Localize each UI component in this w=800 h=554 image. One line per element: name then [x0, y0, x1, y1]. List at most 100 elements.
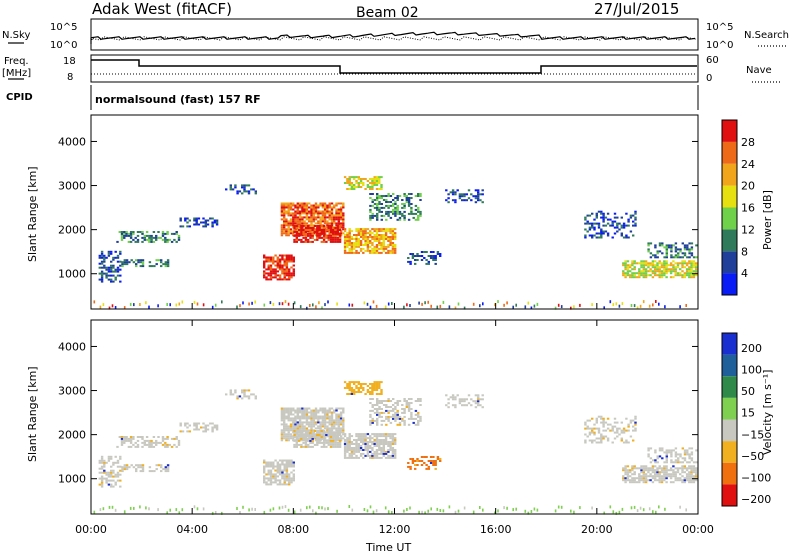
power-cell-1567	[622, 226, 626, 229]
power-cell-119	[148, 240, 151, 243]
power-cell-612	[335, 224, 338, 227]
power-cell-423	[303, 210, 306, 213]
power-cell-1244	[369, 214, 372, 217]
velocity-cell-425	[303, 411, 306, 414]
power-cell-1853	[677, 252, 680, 255]
velocity-cell-1586	[634, 427, 637, 430]
velocity-cell-798	[336, 434, 339, 436]
power-cell-1291	[385, 218, 388, 221]
velocity-cell-1872	[688, 455, 691, 458]
velocity-cell-1035	[364, 437, 367, 440]
power-cell-1652	[642, 264, 645, 267]
velocity-cell-1481	[584, 441, 587, 444]
power-cell-1335	[398, 218, 402, 221]
velocity-cell-72	[119, 473, 122, 476]
power-cell-1779	[688, 262, 691, 265]
velocity-clutter-cell	[351, 508, 354, 512]
power-cell-1832	[665, 248, 668, 251]
power-cell-279	[280, 204, 284, 207]
velocity-cell-953	[346, 449, 349, 451]
velocity-cell-1787	[690, 469, 693, 472]
velocity-cell-1011	[359, 449, 363, 451]
velocity-cell-1714	[663, 467, 666, 470]
velocity-cell-619	[335, 413, 338, 416]
power-cell-201	[121, 261, 124, 264]
velocity-cell-1000	[357, 450, 360, 453]
velocity-cell-1016	[359, 437, 363, 440]
velocity-cell-1663	[647, 479, 650, 482]
velocity-cell-270	[280, 433, 284, 436]
power-cell-679	[297, 234, 301, 237]
power-cell-699	[304, 234, 308, 237]
velocity-cell-1569	[622, 427, 626, 430]
velocity-cell-308	[285, 409, 288, 412]
velocity-cell-267	[280, 439, 284, 442]
power-cell-503	[317, 220, 320, 223]
power-cell-150	[170, 232, 174, 235]
velocity-cell-1567	[622, 431, 626, 434]
velocity-cell-621	[335, 407, 338, 410]
power-cell-420	[303, 220, 306, 223]
power-cell-16	[100, 254, 104, 257]
power-cell-1833	[665, 246, 668, 249]
velocity-clutter-cell	[299, 508, 302, 512]
power-cell-261	[247, 190, 251, 193]
velocity-cell-1320	[394, 415, 397, 418]
velocity-cell-1633	[638, 481, 641, 484]
velocity-clutter-cell	[664, 507, 666, 511]
power-cell-664	[293, 238, 296, 241]
velocity-cell-900	[283, 459, 286, 462]
velocity-cell-251	[241, 397, 244, 400]
velocity-cell-1574	[627, 441, 630, 444]
velocity-clutter-cell	[391, 511, 393, 514]
power-cell-1876	[690, 252, 694, 255]
power-cell-80	[120, 236, 124, 239]
power-cell-286	[283, 222, 286, 225]
power-clutter-cell	[439, 304, 442, 308]
power-cell-248	[236, 192, 239, 195]
power-cell-565	[326, 206, 329, 209]
velocity-cell-1674	[651, 477, 655, 480]
power-cell-1686	[654, 260, 657, 263]
power-cell-484	[314, 234, 318, 237]
velocity-cell-1423	[432, 464, 435, 466]
power-colorbar-tick-0: 4	[741, 267, 748, 280]
velocity-cell-59	[114, 475, 117, 478]
power-cell-1701	[660, 276, 664, 279]
velocity-cell-1397	[409, 465, 412, 468]
power-cell-492	[314, 210, 318, 213]
velocity-cell-1436	[445, 394, 448, 397]
power-cell-1359	[407, 212, 411, 215]
velocity-cell-648	[339, 411, 343, 414]
velocity-cell-1217	[371, 391, 374, 393]
power-cell-1007	[357, 230, 360, 233]
velocity-cell-1515	[597, 431, 601, 434]
velocity-colorbar-segment-5	[722, 441, 737, 463]
velocity-cell-20	[103, 471, 106, 474]
power-cell-118	[145, 231, 149, 233]
velocity-clutter-cell	[148, 507, 150, 511]
power-cell-902	[285, 274, 289, 277]
velocity-cell-842	[269, 469, 273, 472]
velocity-cell-351	[292, 407, 295, 410]
velocity-cell-1781	[690, 481, 693, 484]
power-cell-48	[110, 252, 113, 255]
velocity-cell-1060	[371, 449, 374, 451]
power-cell-377	[296, 210, 299, 213]
velocity-cell-1585	[634, 429, 637, 432]
power-cell-1570	[625, 236, 628, 239]
power-cell-1182	[350, 186, 354, 188]
power-cell-1625	[633, 272, 636, 275]
power-cell-551	[323, 206, 327, 209]
velocity-clutter-cell	[652, 510, 654, 514]
velocity-clutter-cell	[114, 508, 117, 512]
velocity-cell-579	[328, 411, 331, 414]
power-cell-378	[296, 208, 299, 211]
velocity-cell-6	[100, 485, 104, 488]
power-clutter-cell	[615, 302, 618, 306]
velocity-cell-58	[114, 481, 117, 484]
velocity-cell-1609	[626, 469, 630, 472]
velocity-cell-698	[304, 441, 308, 444]
power-cell-1827	[663, 246, 666, 249]
power-cell-1020	[362, 247, 365, 250]
